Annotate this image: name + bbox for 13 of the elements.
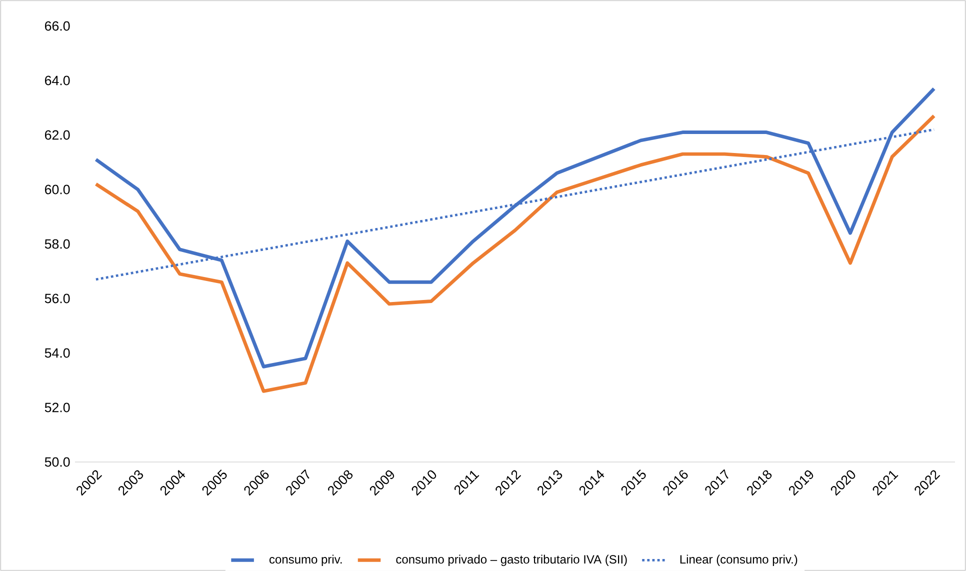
y-tick-label: 66.0 [45, 21, 70, 31]
y-tick-label: 54.0 [44, 348, 70, 358]
y-tick-label: 60.0 [45, 184, 70, 194]
line-series [94, 114, 936, 393]
legend-label: Linear (consumo priv.) [680, 554, 798, 566]
y-tick-label: 52.0 [44, 402, 70, 412]
y-tick-label: 58.0 [44, 239, 70, 249]
legend-label: consumo priv. [270, 554, 342, 566]
y-tick-label: 50.0 [44, 457, 70, 467]
y-tick-label: 64.0 [45, 76, 70, 86]
y-tick-label: 62.0 [45, 130, 70, 140]
y-tick-label: 56.0 [44, 294, 70, 304]
legend-label: consumo privado – gasto tributario IVA (SII) [396, 554, 627, 566]
